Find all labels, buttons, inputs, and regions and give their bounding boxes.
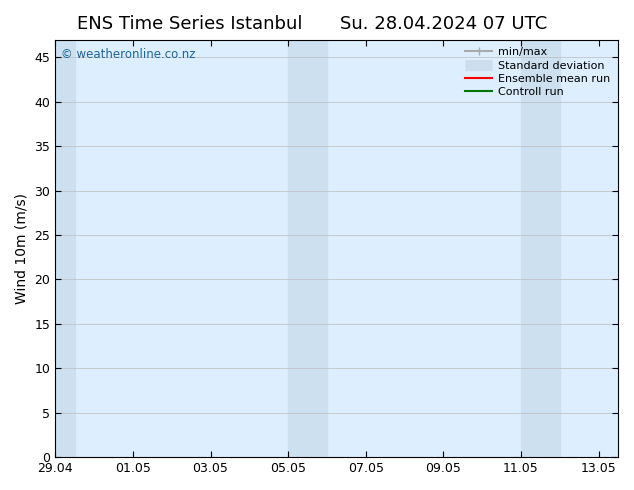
Bar [521, 40, 560, 457]
Bar [55, 40, 75, 457]
Bar [288, 40, 327, 457]
Text: © weatheronline.co.nz: © weatheronline.co.nz [61, 48, 195, 61]
Text: ENS Time Series Istanbul: ENS Time Series Istanbul [77, 15, 303, 33]
Text: Su. 28.04.2024 07 UTC: Su. 28.04.2024 07 UTC [340, 15, 547, 33]
Legend: min/max, Standard deviation, Ensemble mean run, Controll run: min/max, Standard deviation, Ensemble me… [460, 43, 615, 102]
Y-axis label: Wind 10m (m/s): Wind 10m (m/s) [15, 193, 29, 304]
